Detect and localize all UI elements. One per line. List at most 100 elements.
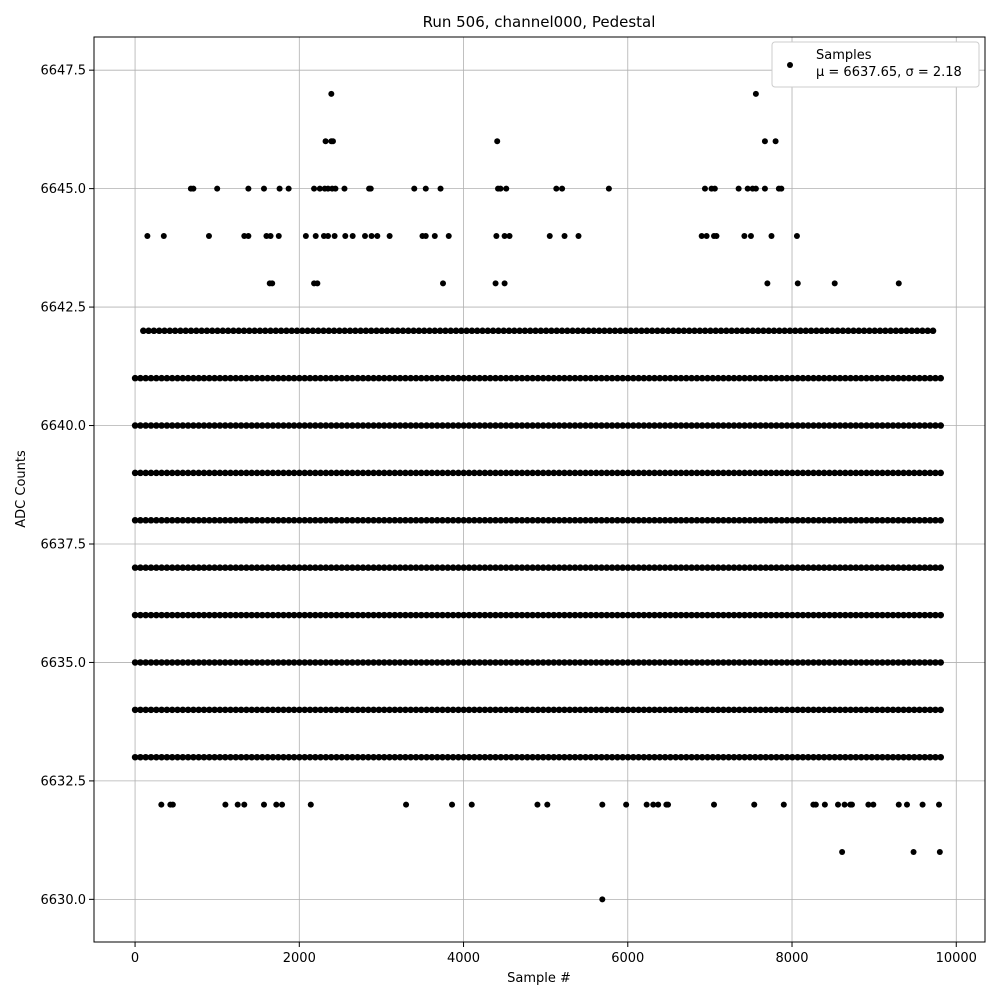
- data-point: [241, 233, 248, 240]
- y-tick-label: 6642.5: [41, 301, 87, 316]
- chart-title: Run 506, channel000, Pedestal: [423, 13, 656, 31]
- data-point: [341, 185, 348, 192]
- data-point: [747, 233, 754, 240]
- y-axis-ticks: 6630.0 6632.5 6635.0 6637.5 6640.0 6642.5 6645…: [41, 64, 94, 908]
- data-point: [821, 801, 828, 808]
- data-point: [553, 185, 560, 192]
- data-point: [561, 233, 568, 240]
- data-point: [329, 138, 336, 145]
- data-point: [449, 801, 456, 808]
- data-point: [245, 185, 252, 192]
- data-point: [312, 233, 319, 240]
- data-point: [234, 801, 241, 808]
- data-point: [735, 185, 742, 192]
- data-point: [307, 801, 314, 808]
- y-axis-label: ADC Counts: [14, 450, 29, 528]
- x-tick-label: 2000: [283, 951, 316, 966]
- data-point: [903, 801, 910, 808]
- data-point: [328, 90, 335, 97]
- data-point: [302, 233, 309, 240]
- data-point: [936, 848, 943, 855]
- y-tick-label: 6640.0: [41, 419, 87, 434]
- data-point: [325, 185, 332, 192]
- data-point: [870, 801, 877, 808]
- data-point: [703, 233, 710, 240]
- data-point: [269, 280, 276, 287]
- data-point: [812, 801, 819, 808]
- data-point: [494, 138, 501, 145]
- data-point: [772, 138, 779, 145]
- data-point: [368, 233, 375, 240]
- data-point: [751, 801, 758, 808]
- data-point: [275, 233, 282, 240]
- x-tick-label: 4000: [447, 951, 480, 966]
- data-point: [361, 233, 368, 240]
- data-point: [367, 185, 374, 192]
- data-point: [764, 280, 771, 287]
- legend-marker: [787, 62, 793, 68]
- data-point: [919, 801, 926, 808]
- data-point: [501, 280, 508, 287]
- data-point: [245, 233, 252, 240]
- data-point: [144, 233, 151, 240]
- data-point: [599, 801, 606, 808]
- legend-entry-name: Samples: [816, 48, 872, 63]
- data-point: [222, 801, 229, 808]
- legend-box: [771, 41, 980, 88]
- data-point: [241, 801, 248, 808]
- data-point: [643, 801, 650, 808]
- data-point: [741, 233, 748, 240]
- data-point: [267, 233, 274, 240]
- data-point: [698, 233, 705, 240]
- y-tick-label: 6632.5: [41, 774, 87, 789]
- data-point: [623, 801, 630, 808]
- data-point: [711, 801, 718, 808]
- data-point: [793, 233, 800, 240]
- x-tick-label: 8000: [775, 951, 808, 966]
- data-point: [325, 233, 332, 240]
- data-point: [422, 233, 429, 240]
- data-point: [794, 280, 801, 287]
- data-point: [332, 185, 339, 192]
- y-tick-label: 6645.0: [41, 182, 87, 197]
- data-point: [503, 185, 510, 192]
- data-point: [910, 848, 917, 855]
- data-point: [497, 185, 504, 192]
- data-point: [158, 801, 165, 808]
- plot-frame: [93, 36, 986, 943]
- data-point: [331, 233, 338, 240]
- data-point: [386, 233, 393, 240]
- data-point: [534, 801, 541, 808]
- y-tick-label: 6637.5: [41, 537, 87, 552]
- data-point: [273, 801, 280, 808]
- data-point: [650, 801, 657, 808]
- x-axis-label: Sample #: [507, 971, 571, 986]
- data-point: [279, 801, 286, 808]
- data-point: [314, 280, 321, 287]
- data-point: [403, 801, 410, 808]
- data-point: [493, 233, 500, 240]
- data-point: [559, 185, 566, 192]
- data-point: [214, 185, 221, 192]
- x-tick-label: 10000: [936, 951, 977, 966]
- y-tick-label: 6635.0: [41, 656, 87, 671]
- data-point: [841, 801, 848, 808]
- data-point: [468, 801, 475, 808]
- x-axis-ticks: 0 2000 4000 6000 8000 10000: [131, 942, 977, 966]
- data-point: [285, 185, 292, 192]
- data-point: [761, 138, 768, 145]
- x-tick-label: 6000: [611, 951, 644, 966]
- data-point: [701, 185, 708, 192]
- data-point: [546, 233, 553, 240]
- data-point: [440, 280, 447, 287]
- legend: Samples μ = 6637.65, σ = 2.18: [771, 41, 980, 88]
- data-point: [320, 233, 327, 240]
- data-point: [260, 185, 267, 192]
- data-point: [895, 280, 902, 287]
- data-point: [865, 801, 872, 808]
- data-point: [342, 233, 349, 240]
- data-point: [780, 801, 787, 808]
- data-point: [599, 896, 606, 903]
- data-point: [437, 185, 444, 192]
